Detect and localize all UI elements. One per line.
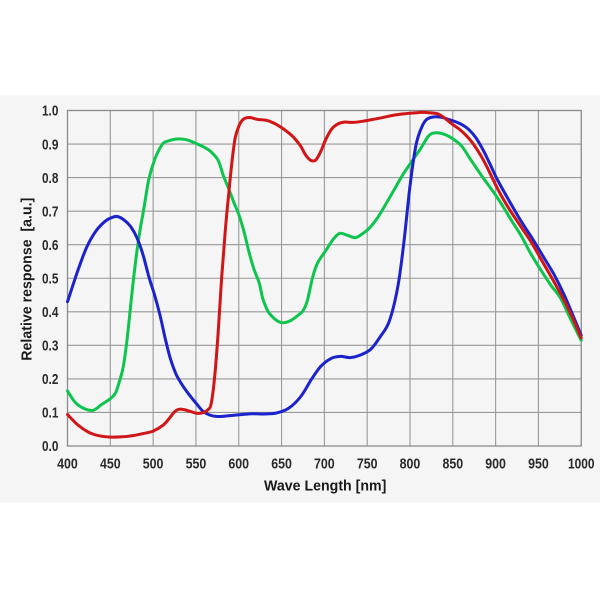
- svg-text:950: 950: [528, 457, 549, 473]
- svg-text:1.0: 1.0: [42, 104, 58, 120]
- svg-text:0.5: 0.5: [42, 271, 58, 287]
- svg-text:550: 550: [186, 457, 207, 473]
- svg-text:0.2: 0.2: [42, 372, 58, 388]
- svg-text:0.3: 0.3: [42, 339, 58, 355]
- svg-text:1000: 1000: [568, 457, 595, 473]
- svg-text:0.6: 0.6: [42, 238, 58, 254]
- svg-text:0.1: 0.1: [42, 406, 58, 422]
- svg-text:750: 750: [357, 457, 378, 473]
- svg-text:850: 850: [442, 457, 463, 473]
- svg-text:0.4: 0.4: [42, 305, 59, 321]
- svg-text:450: 450: [100, 457, 121, 473]
- svg-text:500: 500: [143, 457, 164, 473]
- svg-text:600: 600: [228, 457, 249, 473]
- svg-text:Relative response [a.u.]: Relative response [a.u.]: [20, 198, 36, 361]
- svg-text:Wave Length [nm]: Wave Length [nm]: [264, 479, 386, 495]
- svg-text:800: 800: [400, 457, 421, 473]
- svg-text:900: 900: [485, 457, 506, 473]
- svg-text:0.7: 0.7: [42, 204, 58, 220]
- svg-text:0.9: 0.9: [42, 137, 58, 153]
- svg-text:650: 650: [271, 457, 292, 473]
- svg-text:0.8: 0.8: [42, 171, 58, 187]
- svg-text:0.0: 0.0: [42, 439, 58, 455]
- svg-text:400: 400: [57, 457, 78, 473]
- svg-text:700: 700: [314, 457, 335, 473]
